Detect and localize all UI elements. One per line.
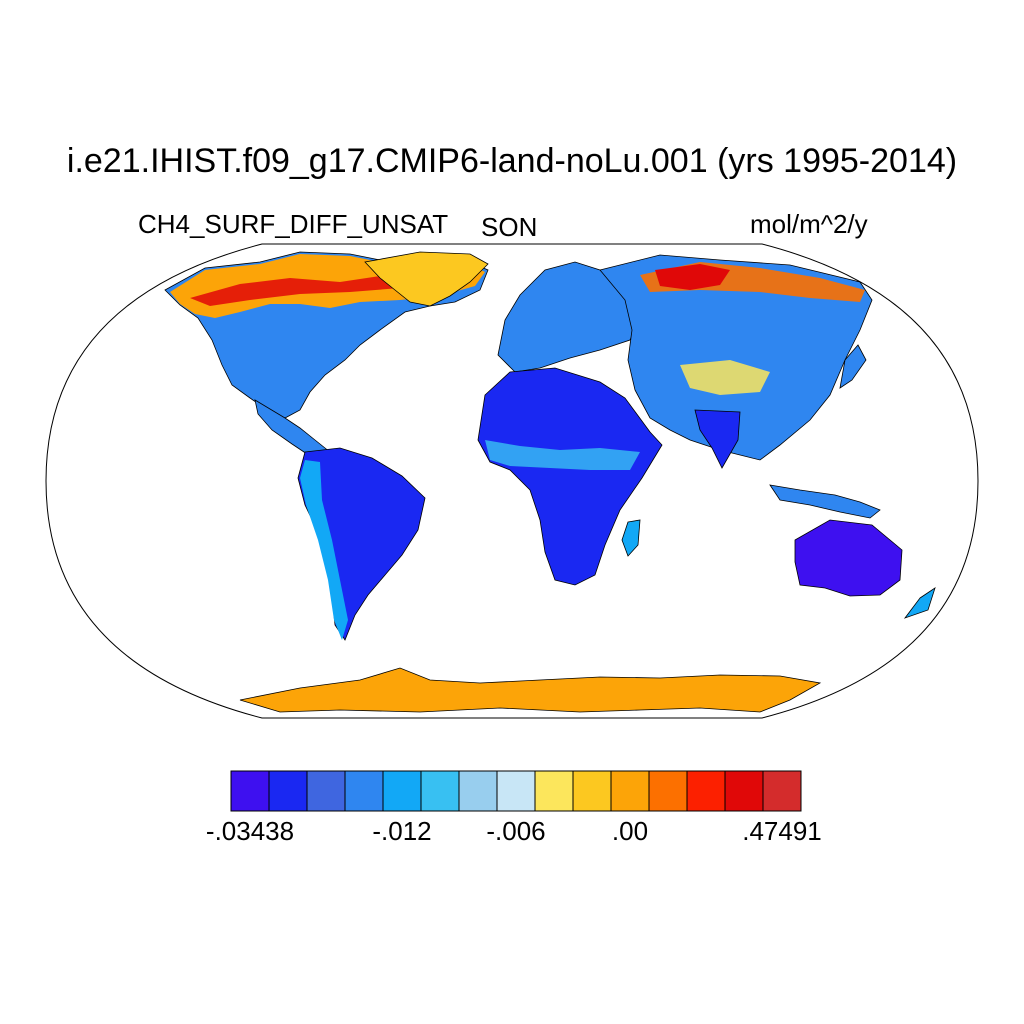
japan	[839, 344, 867, 389]
colorbar-swatch	[382, 770, 422, 812]
colorbar-swatch	[534, 770, 574, 812]
colorbar-swatch	[344, 770, 384, 812]
season-label: SON	[481, 212, 538, 242]
colorbar-swatch	[420, 770, 460, 812]
colorbar-swatch	[648, 770, 688, 812]
greenland	[364, 251, 489, 307]
madagascar	[621, 519, 641, 557]
units-label: mol/m^2/y	[750, 209, 868, 239]
colorbar-swatch	[762, 770, 802, 812]
antarctica	[239, 667, 822, 713]
colorbar-swatch	[230, 770, 270, 812]
africa	[477, 367, 663, 586]
colorbar-swatch	[572, 770, 612, 812]
colorbar-swatch	[496, 770, 536, 812]
plot-title: i.e21.IHIST.f09_g17.CMIP6-land-noLu.001 …	[66, 142, 958, 180]
australia	[794, 519, 903, 597]
colorbar-tick-label: -.03438	[205, 816, 295, 846]
asia	[599, 254, 873, 461]
colorbar-swatch	[724, 770, 764, 812]
colorbar-swatch	[686, 770, 726, 812]
colorbar-tick-label: .00	[611, 816, 649, 846]
colorbar-tick-label: .47491	[742, 816, 822, 846]
mongolia-band	[680, 360, 770, 395]
indonesia	[769, 484, 881, 519]
new-zealand	[903, 587, 936, 619]
colorbar-swatch	[268, 770, 308, 812]
colorbar	[230, 770, 802, 812]
colorbar-tick-label: -.006	[486, 816, 546, 846]
sahel-band	[485, 440, 640, 470]
colorbar-swatch	[306, 770, 346, 812]
variable-label: CH4_SURF_DIFF_UNSAT	[138, 209, 449, 239]
siberia-hotspot	[655, 264, 730, 290]
india	[694, 409, 741, 469]
colorbar-tick-label: -.012	[372, 816, 432, 846]
andes-strip	[300, 460, 348, 640]
colorbar-swatch	[610, 770, 650, 812]
colorbar-swatch	[458, 770, 498, 812]
map-border	[45, 243, 979, 719]
land-field	[164, 251, 936, 713]
